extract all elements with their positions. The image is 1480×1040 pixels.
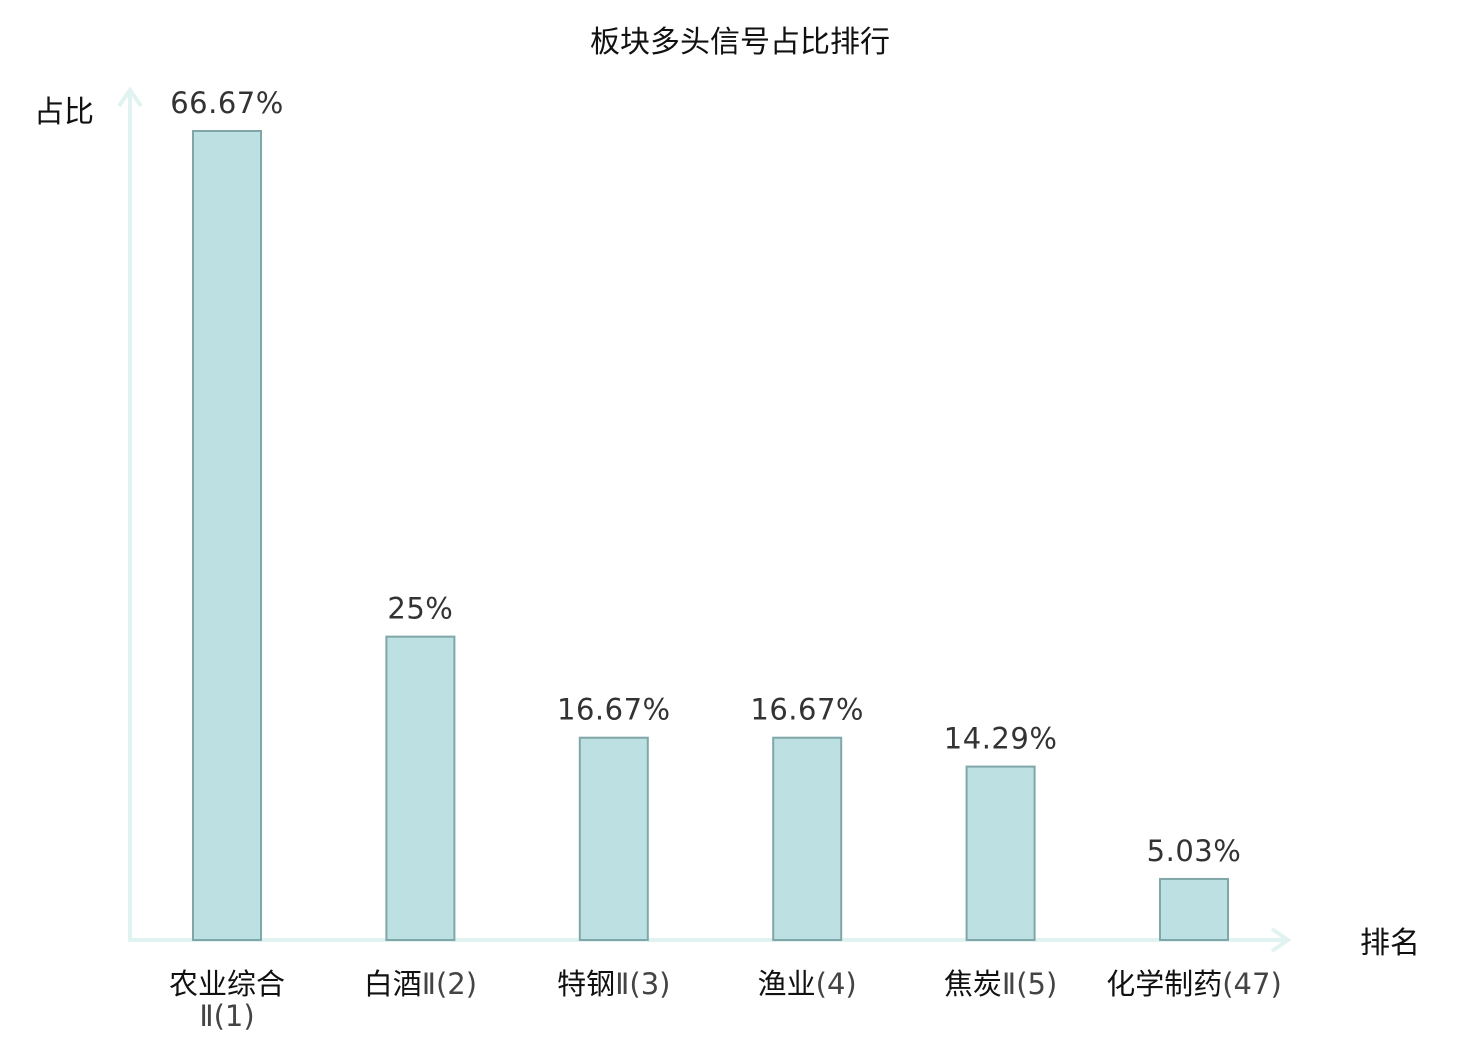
bar-value-label: 14.29% xyxy=(944,722,1058,756)
bar xyxy=(578,736,649,941)
category-rank: (4) xyxy=(816,967,857,1001)
value-labels-group: 66.67% 25% 16.67% 16.67% 14.29% 5.03% xyxy=(170,86,1241,868)
bar-value-label: 66.67% xyxy=(170,86,284,120)
bars-group xyxy=(192,130,1229,942)
bar-value-label: 25% xyxy=(387,592,453,626)
category-name: 特钢 xyxy=(557,967,615,1001)
category-label: 化学制药(47) xyxy=(1106,967,1282,1001)
bar-value-label: 16.67% xyxy=(750,693,864,727)
bar xyxy=(192,130,262,941)
category-rank: Ⅱ(5) xyxy=(1002,967,1057,1001)
category-name: 白酒 xyxy=(364,967,422,1001)
bar xyxy=(385,635,456,942)
category-name: 渔业 xyxy=(758,967,816,1001)
category-label: 焦炭Ⅱ(5) xyxy=(944,967,1057,1001)
category-labels-group: 农业综合 Ⅱ(1) 白酒Ⅱ(2) 特钢Ⅱ(3) 渔业(4) 焦炭Ⅱ(5) 化学制药(47) xyxy=(169,967,1282,1033)
category-name: 焦炭 xyxy=(944,967,1002,1001)
bar xyxy=(1159,877,1229,941)
y-axis-arrow xyxy=(117,86,143,108)
category-name: 农业综合 xyxy=(169,967,285,1001)
category-label: 白酒Ⅱ(2) xyxy=(364,967,477,1001)
y-axis-label: 占比 xyxy=(34,95,94,130)
chart-title: 板块多头信号占比排行 xyxy=(590,25,890,60)
category-rank: Ⅱ(3) xyxy=(615,967,670,1001)
category-rank: Ⅱ(1) xyxy=(199,999,254,1033)
bar xyxy=(772,736,843,941)
bar-value-label: 16.67% xyxy=(557,693,671,727)
category-label: 渔业(4) xyxy=(758,967,857,1001)
category-rank: (47) xyxy=(1222,967,1282,1001)
bar xyxy=(965,765,1036,942)
category-name: 化学制药 xyxy=(1106,967,1222,1001)
bar-value-label: 5.03% xyxy=(1147,834,1242,868)
x-axis-label: 排名 xyxy=(1360,926,1420,961)
x-axis-arrow xyxy=(1270,927,1292,953)
category-label: 特钢Ⅱ(3) xyxy=(557,967,670,1001)
category-label: 农业综合 Ⅱ(1) xyxy=(169,967,285,1033)
axes xyxy=(117,86,1292,953)
category-rank: Ⅱ(2) xyxy=(422,967,477,1001)
